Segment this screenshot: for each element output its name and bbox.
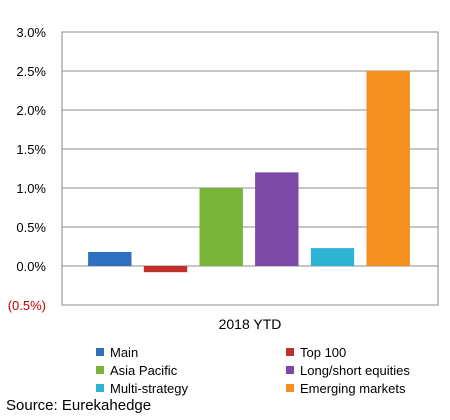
- bar-main: [88, 252, 132, 266]
- bar-emerging-markets: [366, 71, 410, 266]
- legend-swatch: [286, 348, 294, 356]
- y-tick-label: 1.5%: [16, 142, 46, 157]
- legend-label: Main: [110, 344, 139, 360]
- y-tick-label: (0.5%): [8, 298, 46, 313]
- legend-item: Top 100: [286, 344, 446, 360]
- legend-label: Emerging markets: [300, 380, 406, 396]
- y-tick-label: 3.0%: [16, 25, 46, 40]
- legend-label: Multi-strategy: [110, 380, 189, 396]
- legend-item: Multi-strategy: [96, 380, 286, 396]
- legend-item: Long/short equities: [286, 362, 446, 378]
- bar-long-short-equities: [255, 172, 299, 266]
- legend-swatch: [96, 348, 104, 356]
- x-category-label: 2018 YTD: [219, 316, 282, 332]
- y-axis-ticks: 3.0% 2.5% 2.0% 1.5% 1.0% 0.5% 0.0% (0.5%): [8, 25, 47, 313]
- y-tick-label: 2.0%: [16, 103, 46, 118]
- y-tick-label: 1.0%: [16, 181, 46, 196]
- y-tick-label: 0.5%: [16, 220, 46, 235]
- source-note: Source: Eurekahedge: [6, 397, 152, 414]
- legend: Main Top 100 Asia Pacific Long/short equiti…: [96, 344, 446, 396]
- legend-swatch: [96, 366, 104, 374]
- chart: 3.0% 2.5% 2.0% 1.5% 1.0% 0.5% 0.0% (0.5%) 2018 …: [8, 25, 439, 332]
- legend-label: Asia Pacific: [110, 362, 178, 378]
- y-tick-label: 2.5%: [16, 64, 46, 79]
- legend-label: Top 100: [300, 344, 347, 360]
- legend-item: Emerging markets: [286, 380, 446, 396]
- legend-swatch: [286, 384, 294, 392]
- legend-swatch: [286, 366, 294, 374]
- legend-item: Asia Pacific: [96, 362, 286, 378]
- bar-multi-strategy: [310, 248, 355, 266]
- bars: [88, 71, 410, 273]
- bar-asia-pacific: [199, 188, 243, 266]
- legend-item: Main: [96, 344, 286, 360]
- legend-swatch: [96, 384, 104, 392]
- y-tick-label: 0.0%: [16, 259, 46, 274]
- legend-label: Long/short equities: [300, 362, 410, 378]
- bar-top-100: [143, 266, 188, 273]
- x-axis-categories: 2018 YTD: [219, 316, 282, 332]
